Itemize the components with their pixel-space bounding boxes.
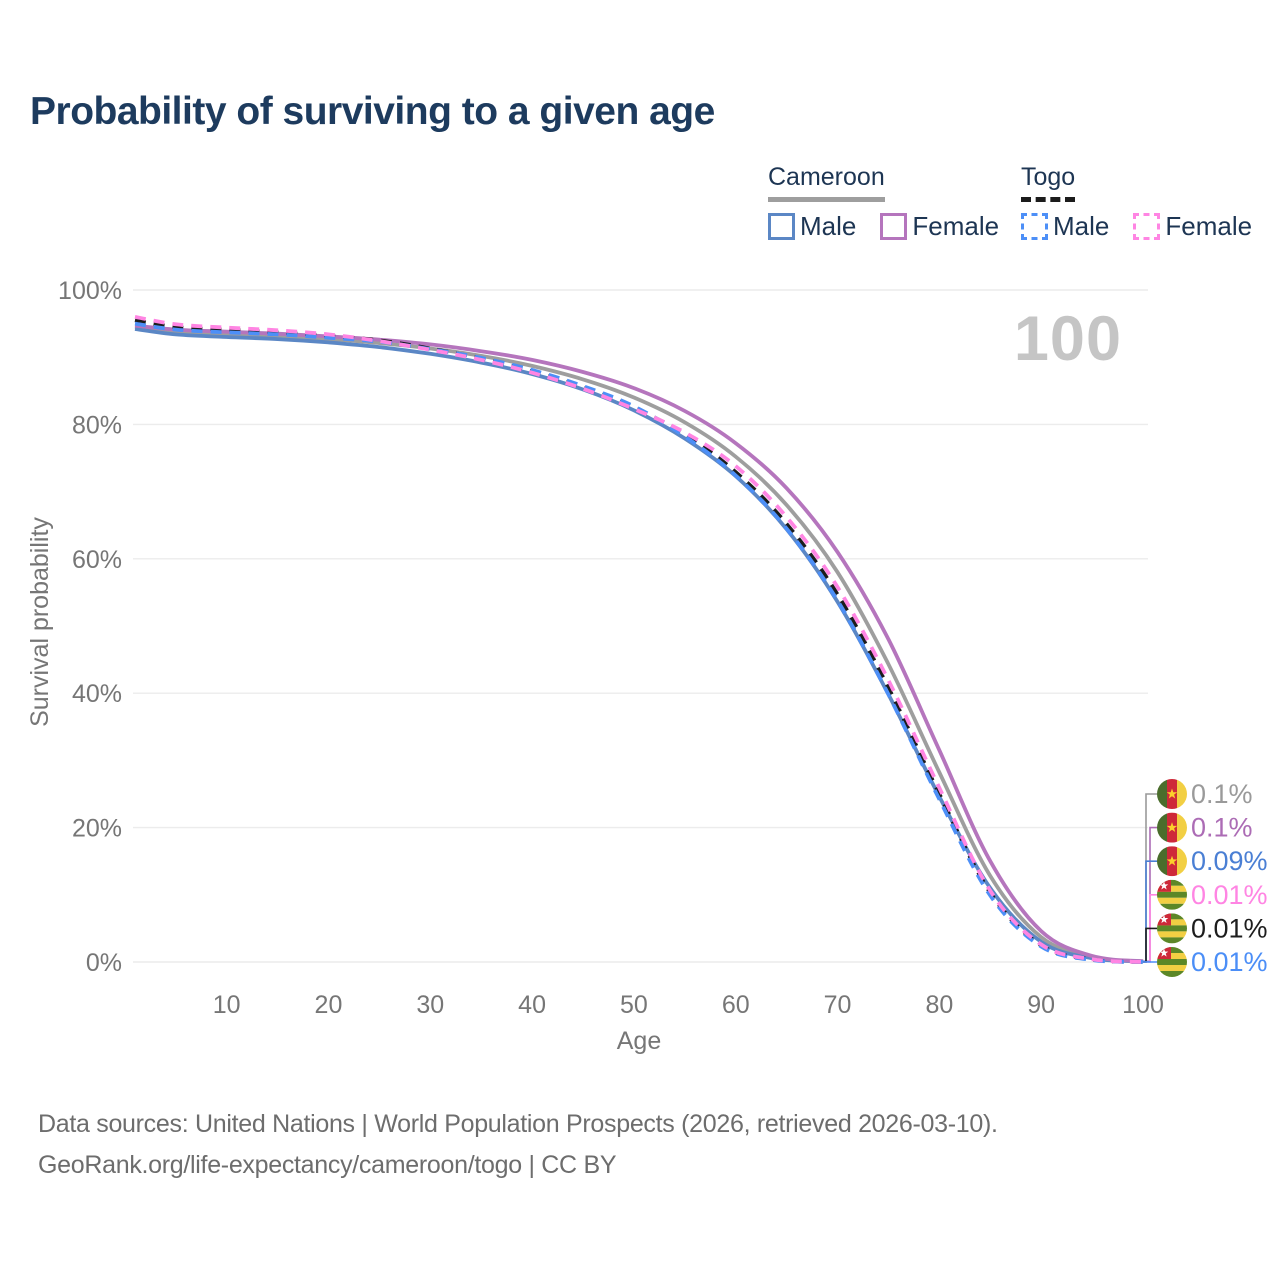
legend-checkbox-male-icon bbox=[1021, 213, 1048, 240]
legend-checkbox-female-icon bbox=[1133, 213, 1161, 240]
x-tick-label: 10 bbox=[213, 991, 241, 1019]
x-tick-label: 20 bbox=[315, 991, 343, 1019]
legend-item-togo-female[interactable]: Female bbox=[1133, 211, 1252, 242]
series-line-togo-female[interactable] bbox=[134, 315, 1144, 964]
y-tick-label: 0% bbox=[86, 949, 122, 977]
legend-item-cameroon-female[interactable]: Female bbox=[880, 211, 999, 242]
cameroon-flag-icon bbox=[1157, 812, 1187, 843]
x-tick-label: 90 bbox=[1027, 991, 1055, 1019]
end-label-value-cameroon-female: 0.1% bbox=[1191, 813, 1253, 843]
end-label-value-cameroon-total: 0.1% bbox=[1191, 779, 1253, 809]
age-watermark: 100 bbox=[1013, 304, 1122, 374]
legend-item-togo-male[interactable]: Male bbox=[1021, 211, 1109, 242]
legend-item-label: Female bbox=[912, 211, 1000, 241]
togo-flag-icon bbox=[1157, 947, 1187, 977]
end-label-value-togo-female: 0.01% bbox=[1191, 880, 1268, 910]
cameroon-flag-icon bbox=[1157, 779, 1187, 809]
data-sources: Data sources: United Nations | World Pop… bbox=[38, 1104, 998, 1186]
x-tick-label: 100 bbox=[1122, 991, 1164, 1019]
source-line-1: Data sources: United Nations | World Pop… bbox=[38, 1110, 998, 1138]
legend-item-label: Male bbox=[1053, 211, 1110, 241]
x-tick-label: 70 bbox=[824, 991, 852, 1019]
x-tick-label: 30 bbox=[416, 991, 444, 1019]
x-tick-label: 80 bbox=[925, 991, 953, 1019]
legend-country-togo[interactable]: Togo bbox=[1021, 163, 1076, 202]
x-tick-label: 40 bbox=[518, 991, 546, 1019]
y-tick-label: 20% bbox=[72, 815, 122, 843]
legend-group-togo: Togo Male Female bbox=[1021, 163, 1252, 242]
togo-flag-icon bbox=[1157, 879, 1187, 910]
legend-item-label: Male bbox=[800, 211, 857, 241]
y-tick-label: 40% bbox=[72, 680, 122, 708]
togo-flag-icon bbox=[1157, 913, 1187, 944]
legend-checkbox-female-icon bbox=[880, 213, 908, 240]
series-line-togo-male[interactable] bbox=[134, 321, 1144, 964]
chart-title: Probability of surviving to a given age bbox=[30, 90, 715, 133]
legend-group-cameroon: Cameroon Male Female bbox=[768, 163, 999, 242]
x-tick-label: 60 bbox=[722, 991, 750, 1019]
y-tick-label: 60% bbox=[72, 546, 122, 574]
series-line-cameroon-female[interactable] bbox=[134, 323, 1144, 964]
legend-country-cameroon[interactable]: Cameroon bbox=[768, 163, 885, 202]
y-axis-title: Survival probability bbox=[26, 517, 54, 727]
x-tick-label: 50 bbox=[620, 991, 648, 1019]
end-label-value-togo-total: 0.01% bbox=[1191, 913, 1268, 943]
cameroon-flag-icon bbox=[1157, 846, 1187, 877]
x-axis-title: Age bbox=[617, 1027, 661, 1055]
legend-checkbox-male-icon bbox=[768, 213, 795, 240]
y-tick-label: 80% bbox=[72, 411, 122, 439]
y-tick-label: 100% bbox=[58, 277, 122, 305]
legend-item-label: Female bbox=[1165, 211, 1253, 241]
end-label-value-cameroon-male: 0.09% bbox=[1191, 846, 1268, 876]
end-label-value-togo-male: 0.01% bbox=[1191, 947, 1268, 977]
source-line-2: GeoRank.org/life-expectancy/cameroon/tog… bbox=[38, 1151, 617, 1179]
legend: Cameroon Male Female Togo Male Female bbox=[0, 163, 1280, 253]
legend-item-cameroon-male[interactable]: Male bbox=[768, 211, 856, 242]
